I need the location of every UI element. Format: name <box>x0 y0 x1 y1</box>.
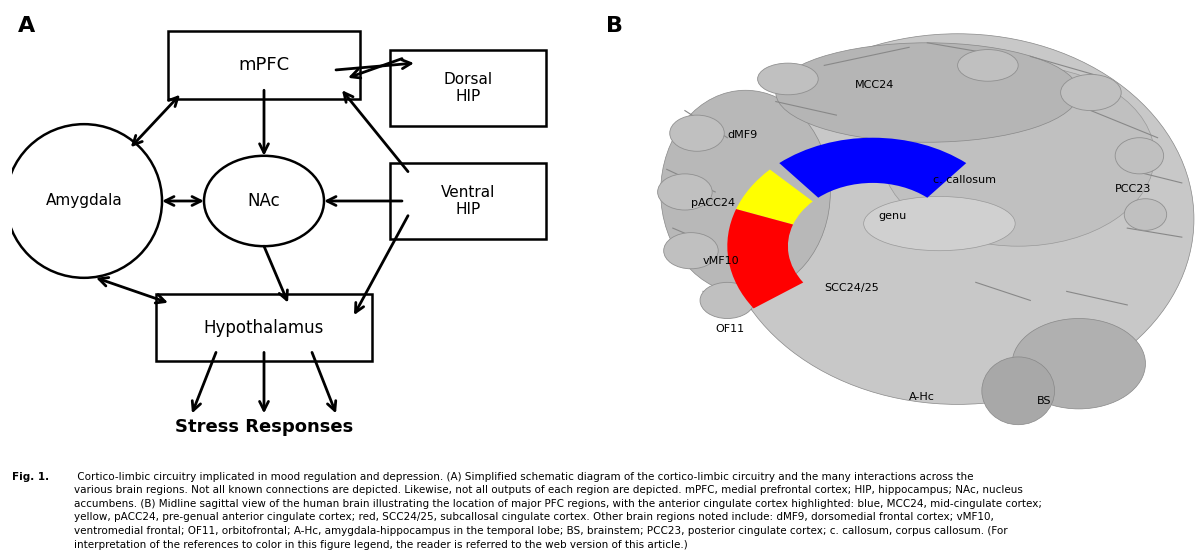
FancyBboxPatch shape <box>390 50 546 127</box>
Text: MCC24: MCC24 <box>854 80 894 90</box>
FancyBboxPatch shape <box>156 294 372 362</box>
Ellipse shape <box>670 115 725 151</box>
Ellipse shape <box>864 196 1015 251</box>
Text: c. callosum: c. callosum <box>934 175 996 185</box>
Text: Dorsal
HIP: Dorsal HIP <box>444 72 492 104</box>
Text: vMF10: vMF10 <box>703 256 739 266</box>
Ellipse shape <box>661 90 830 294</box>
Ellipse shape <box>721 33 1194 405</box>
Ellipse shape <box>700 282 755 319</box>
Text: NAc: NAc <box>247 192 281 210</box>
Text: B: B <box>606 16 623 36</box>
Text: A-Hc: A-Hc <box>910 392 935 402</box>
Ellipse shape <box>1115 138 1164 174</box>
Text: mPFC: mPFC <box>239 56 289 74</box>
Text: pACC24: pACC24 <box>691 198 736 208</box>
Text: Amygdala: Amygdala <box>46 194 122 209</box>
Ellipse shape <box>958 50 1019 81</box>
FancyBboxPatch shape <box>390 162 546 239</box>
Ellipse shape <box>658 174 712 210</box>
Wedge shape <box>779 138 966 198</box>
Ellipse shape <box>757 63 818 95</box>
Ellipse shape <box>982 357 1055 425</box>
Ellipse shape <box>664 233 719 269</box>
Text: Ventral
HIP: Ventral HIP <box>440 185 496 217</box>
Ellipse shape <box>1124 199 1166 230</box>
Text: SCC24/25: SCC24/25 <box>824 283 880 294</box>
Text: A: A <box>18 16 35 36</box>
Wedge shape <box>736 170 812 224</box>
Wedge shape <box>727 209 803 309</box>
Text: Hypothalamus: Hypothalamus <box>204 319 324 336</box>
Ellipse shape <box>1061 74 1121 110</box>
Text: Cortico-limbic circuitry implicated in mood regulation and depression. (A) Simpl: Cortico-limbic circuitry implicated in m… <box>74 472 1043 550</box>
Ellipse shape <box>1012 319 1146 409</box>
Ellipse shape <box>775 43 1079 142</box>
Text: Fig. 1.: Fig. 1. <box>12 472 49 482</box>
FancyBboxPatch shape <box>168 31 360 99</box>
Text: PCC23: PCC23 <box>1115 184 1152 194</box>
Text: genu: genu <box>878 211 907 221</box>
Text: BS: BS <box>1037 396 1051 406</box>
Ellipse shape <box>882 65 1154 246</box>
Ellipse shape <box>204 156 324 246</box>
Ellipse shape <box>6 124 162 278</box>
Text: dMF9: dMF9 <box>727 129 757 140</box>
Text: OF11: OF11 <box>715 324 744 334</box>
Text: Stress Responses: Stress Responses <box>175 418 353 436</box>
